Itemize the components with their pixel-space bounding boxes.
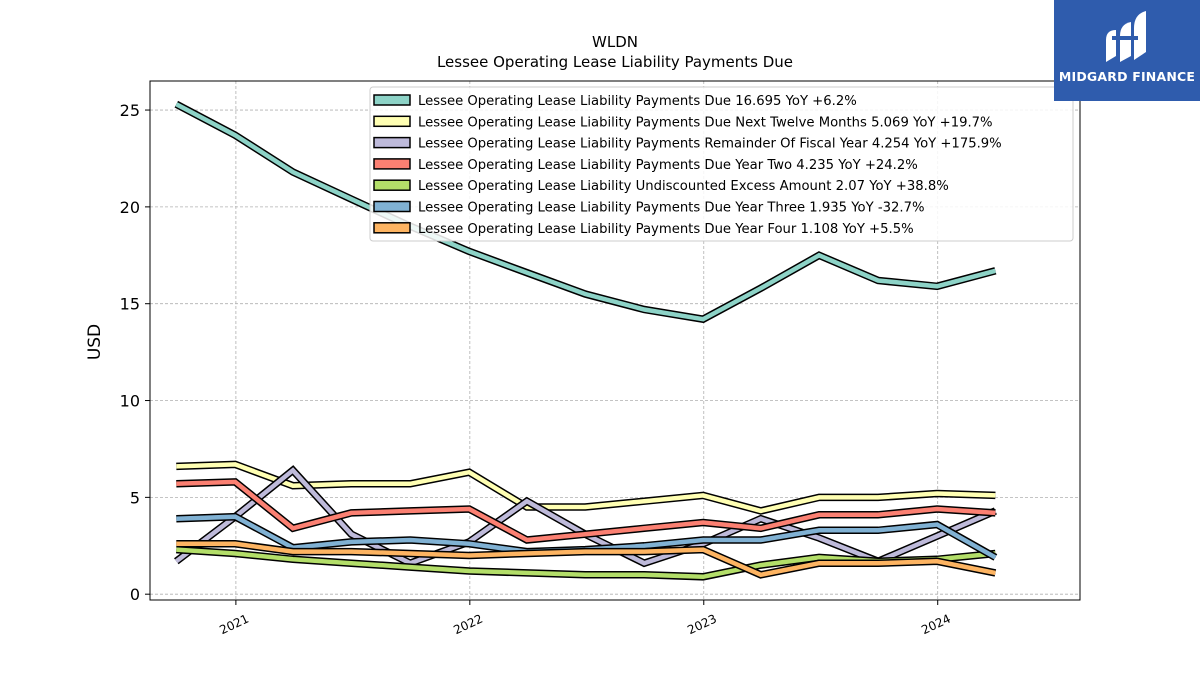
y-tick-label: 0 bbox=[130, 585, 140, 604]
legend: Lessee Operating Lease Liability Payment… bbox=[369, 86, 1074, 242]
legend-swatch-7 bbox=[373, 222, 411, 234]
legend-swatch-4 bbox=[373, 158, 411, 170]
logo-text: MIDGARD FINANCE bbox=[1058, 69, 1196, 84]
y-axis-label: USD bbox=[85, 324, 105, 360]
y-tick-label: 15 bbox=[120, 295, 140, 314]
legend-label-5: Lessee Operating Lease Liability Undisco… bbox=[418, 179, 949, 194]
series-line-4 bbox=[176, 479, 996, 543]
chart-title: WLDN bbox=[592, 33, 638, 51]
y-tick-label: 10 bbox=[120, 392, 140, 411]
y-tick-label: 5 bbox=[130, 488, 140, 507]
series-line-7 bbox=[176, 541, 996, 578]
x-tick-label: 2023 bbox=[685, 612, 719, 638]
legend-label-4: Lessee Operating Lease Liability Payment… bbox=[418, 158, 918, 173]
legend-swatch-5 bbox=[373, 179, 411, 191]
legend-label-3: Lessee Operating Lease Liability Payment… bbox=[418, 137, 1002, 152]
legend-label-2: Lessee Operating Lease Liability Payment… bbox=[418, 115, 993, 130]
legend-swatch-1 bbox=[373, 94, 411, 106]
y-tick-label: 25 bbox=[120, 101, 140, 120]
series-lines bbox=[174, 100, 998, 581]
legend-swatch-2 bbox=[373, 115, 411, 128]
series-line-1 bbox=[175, 102, 996, 322]
legend-label-6: Lessee Operating Lease Liability Payment… bbox=[418, 201, 925, 216]
logo-mark-icon bbox=[1106, 11, 1146, 62]
y-tick-label: 20 bbox=[120, 198, 140, 217]
legend-box bbox=[369, 86, 1074, 242]
legend-label-1: Lessee Operating Lease Liability Payment… bbox=[418, 94, 857, 109]
legend-swatch-3 bbox=[373, 136, 411, 149]
x-tick-label: 2021 bbox=[217, 612, 251, 638]
series-line-2 bbox=[176, 462, 996, 514]
legend-swatch-6 bbox=[373, 200, 411, 213]
plot-frame bbox=[149, 80, 1081, 601]
x-tick-label: 2024 bbox=[919, 612, 953, 638]
chart-subtitle: Lessee Operating Lease Liability Payment… bbox=[437, 53, 793, 71]
legend-label-7: Lessee Operating Lease Liability Payment… bbox=[418, 222, 914, 237]
midgard-finance-logo: MIDGARD FINANCE bbox=[1054, 0, 1200, 101]
x-tick-label: 2022 bbox=[451, 612, 485, 638]
